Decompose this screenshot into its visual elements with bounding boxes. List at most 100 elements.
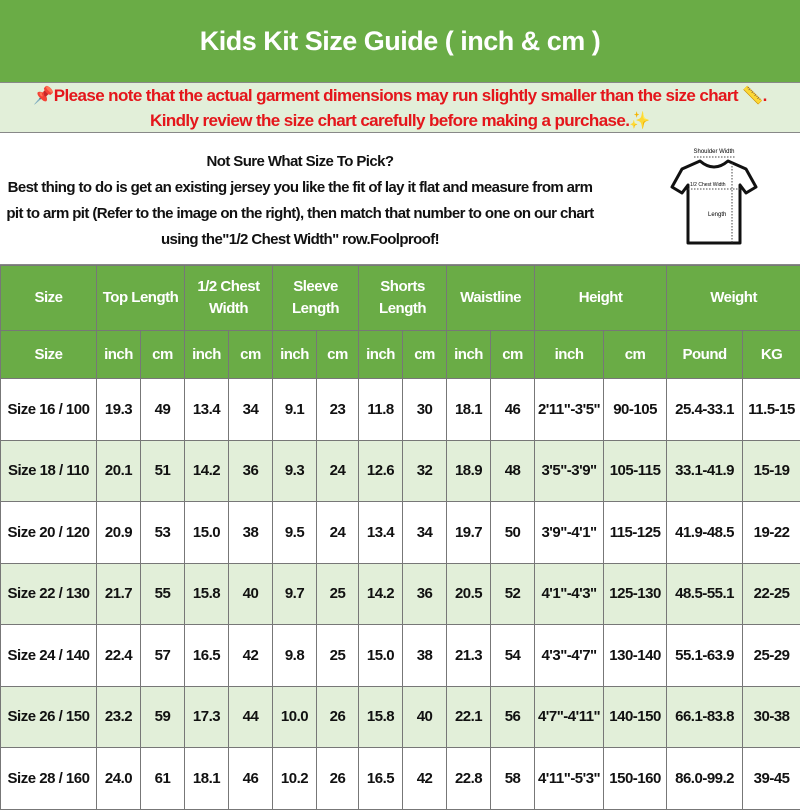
value-cell: 56 [491,686,535,748]
value-cell: 150-160 [604,748,667,810]
value-cell: 25 [317,625,359,687]
value-cell: 9.3 [273,440,317,502]
info-heading: Not Sure What Size To Pick? [0,149,600,175]
size-cell: Size 16 / 100 [1,379,97,441]
column-group-header: Size [1,266,97,331]
size-cell: Size 22 / 130 [1,563,97,625]
value-cell: 46 [229,748,273,810]
value-cell: 34 [403,502,447,564]
value-cell: 26 [317,686,359,748]
value-cell: 32 [403,440,447,502]
value-cell: 20.9 [97,502,141,564]
value-cell: 15.0 [185,502,229,564]
value-cell: 26 [317,748,359,810]
value-cell: 86.0-99.2 [667,748,743,810]
value-cell: 52 [491,563,535,625]
value-cell: 90-105 [604,379,667,441]
notice-text-1: Please note that the actual garment dime… [54,86,738,105]
value-cell: 19-22 [743,502,800,564]
unit-header: Pound [667,331,743,379]
value-cell: 30 [403,379,447,441]
value-cell: 61 [141,748,185,810]
value-cell: 10.0 [273,686,317,748]
value-cell: 36 [403,563,447,625]
unit-header: cm [229,331,273,379]
column-group-header: Shorts Length [359,266,447,331]
info-text: Not Sure What Size To Pick? Best thing t… [0,149,600,253]
column-group-header: 1/2 Chest Width [185,266,273,331]
value-cell: 55.1-63.9 [667,625,743,687]
value-cell: 19.7 [447,502,491,564]
value-cell: 125-130 [604,563,667,625]
value-cell: 41.9-48.5 [667,502,743,564]
value-cell: 21.7 [97,563,141,625]
value-cell: 38 [229,502,273,564]
value-cell: 115-125 [604,502,667,564]
column-group-header: Waistline [447,266,535,331]
unit-header: cm [403,331,447,379]
size-cell: Size 28 / 160 [1,748,97,810]
column-group-header: Weight [667,266,800,331]
value-cell: 49 [141,379,185,441]
value-cell: 9.8 [273,625,317,687]
value-cell: 3'5"-3'9" [535,440,604,502]
notice-line-1: 📌Please note that the actual garment dim… [0,83,800,108]
notice-line-2: Kindly review the size chart carefully b… [0,108,800,133]
value-cell: 19.3 [97,379,141,441]
value-cell: 30-38 [743,686,800,748]
value-cell: 18.1 [185,748,229,810]
value-cell: 22-25 [743,563,800,625]
value-cell: 51 [141,440,185,502]
value-cell: 36 [229,440,273,502]
shoulder-label: Shoulder Width [693,149,734,155]
pushpin-icon: 📌 [33,86,54,105]
tshirt-diagram: Shoulder Width 1/2 Chest Width Length [664,143,764,253]
unit-header: inch [97,331,141,379]
value-cell: 15.0 [359,625,403,687]
value-cell: 57 [141,625,185,687]
value-cell: 20.5 [447,563,491,625]
value-cell: 38 [403,625,447,687]
column-group-header: Sleeve Length [273,266,359,331]
value-cell: 4'7"-4'11" [535,686,604,748]
value-cell: 12.6 [359,440,403,502]
value-cell: 20.1 [97,440,141,502]
chest-label: 1/2 Chest Width [690,182,726,188]
value-cell: 9.7 [273,563,317,625]
value-cell: 14.2 [359,563,403,625]
value-cell: 15-19 [743,440,800,502]
size-cell: Size 18 / 110 [1,440,97,502]
unit-header: inch [359,331,403,379]
ruler-icon: 📏 [742,86,763,105]
info-body: Best thing to do is get an existing jers… [0,175,600,253]
value-cell: 22.4 [97,625,141,687]
value-cell: 22.1 [447,686,491,748]
unit-header: inch [447,331,491,379]
value-cell: 9.5 [273,502,317,564]
unit-header: cm [491,331,535,379]
column-group-header: Height [535,266,667,331]
page-title: Kids Kit Size Guide ( inch & cm ) [0,0,800,83]
column-group-header: Top Length [97,266,185,331]
value-cell: 23.2 [97,686,141,748]
value-cell: 21.3 [447,625,491,687]
notice-text-2: Kindly review the size chart carefully b… [150,111,629,130]
value-cell: 16.5 [185,625,229,687]
value-cell: 24 [317,502,359,564]
value-cell: 11.8 [359,379,403,441]
value-cell: 53 [141,502,185,564]
value-cell: 4'3"-4'7" [535,625,604,687]
value-cell: 23 [317,379,359,441]
value-cell: 48 [491,440,535,502]
value-cell: 15.8 [185,563,229,625]
value-cell: 18.9 [447,440,491,502]
value-cell: 4'1"-4'3" [535,563,604,625]
value-cell: 58 [491,748,535,810]
